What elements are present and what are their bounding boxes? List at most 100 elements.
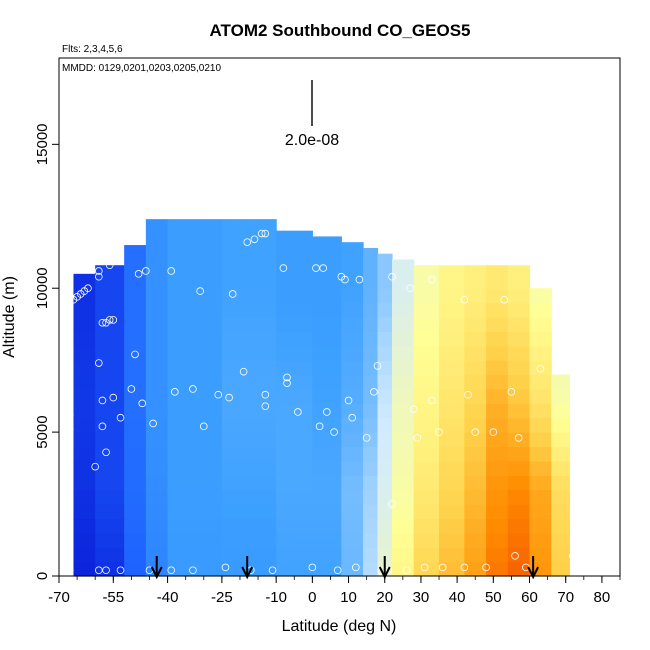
heatmap-cell [221, 259, 277, 275]
x-tick-label: 20 [376, 589, 393, 606]
sample-point [120, 221, 128, 229]
heatmap-cell [391, 489, 415, 505]
heatmap-cell [95, 518, 125, 534]
heatmap-cell [439, 360, 465, 376]
heatmap-cell [363, 273, 379, 289]
heatmap-cell [439, 288, 465, 304]
heatmap-cell [439, 374, 465, 390]
sample-point [66, 425, 74, 434]
heatmap-cell [341, 547, 364, 563]
heatmap-cell [167, 460, 223, 476]
heatmap-cell [363, 302, 379, 318]
heatmap-cell [464, 475, 487, 491]
heatmap-cell [167, 547, 223, 563]
sample-point [315, 422, 324, 431]
heatmap-cell [124, 288, 147, 304]
heatmap-cell [95, 417, 125, 433]
heatmap-cell [391, 446, 415, 462]
heatmap-cell [312, 518, 342, 534]
heatmap-cell [507, 345, 531, 361]
heatmap-cell [167, 317, 223, 332]
sample-point [427, 396, 436, 405]
heatmap-cell [377, 317, 393, 332]
heatmap-cell [413, 374, 440, 390]
heatmap-cell [145, 331, 169, 347]
y-tick-label: 15000 [34, 123, 51, 165]
heatmap-cell [377, 460, 393, 476]
heatmap-cell [486, 489, 509, 505]
heatmap-cell [73, 331, 96, 347]
heatmap-cell [551, 475, 570, 491]
sample-point [189, 566, 197, 575]
heatmap-cell [363, 345, 379, 361]
heatmap-cell [276, 446, 313, 462]
sample-point [66, 566, 74, 575]
heatmap-cell [221, 489, 277, 505]
heatmap-cell [377, 504, 393, 520]
heatmap-cell [167, 259, 223, 275]
sample-point [109, 393, 118, 402]
sample-point [261, 402, 270, 411]
heatmap-cell [73, 489, 96, 505]
heatmap-cell [312, 374, 342, 390]
heatmap-cell [221, 273, 277, 289]
sample-point [196, 287, 204, 295]
heatmap-cell [341, 475, 364, 491]
heatmap-cell [551, 388, 570, 404]
heatmap-cell [529, 403, 552, 419]
heatmap-cell [486, 345, 509, 361]
heatmap-cell [413, 403, 440, 419]
heatmap-cell [276, 432, 313, 448]
heatmap-cell [529, 432, 552, 448]
heatmap-cell [377, 345, 393, 361]
heatmap-cell [145, 374, 169, 390]
heatmap-cell [507, 360, 531, 376]
heatmap-cell [507, 547, 531, 563]
heatmap-cell [507, 489, 531, 505]
heatmap-cell [363, 317, 379, 332]
sample-point [312, 264, 320, 272]
heatmap-cell [439, 417, 465, 433]
sample-point [283, 379, 291, 387]
heatmap-cell [529, 302, 552, 318]
heatmap-cell [73, 504, 96, 520]
sample-point [308, 563, 317, 572]
heatmap-cell [73, 388, 96, 404]
heatmap-cell [377, 417, 393, 433]
heatmap-cell [486, 288, 509, 304]
heatmap-cell [221, 360, 277, 376]
heatmap-cell [221, 504, 277, 520]
heatmap-cell [145, 230, 169, 246]
heatmap-cell [124, 302, 147, 318]
sample-point [261, 390, 270, 399]
heatmap-cell [312, 388, 342, 404]
heatmap-cell [341, 532, 364, 548]
heatmap-cell [341, 242, 364, 246]
heatmap-cell [221, 374, 277, 390]
heatmap-cell [221, 317, 277, 332]
sample-point [471, 428, 480, 436]
heatmap-cell [221, 219, 277, 232]
heatmap-cell [341, 288, 364, 304]
heatmap-cell [486, 302, 509, 318]
heatmap-cell [507, 302, 531, 318]
y-tick-label: 0 [34, 572, 51, 580]
heatmap-cell [529, 417, 552, 433]
heatmap-cell [486, 475, 509, 491]
heatmap-cell [95, 403, 125, 419]
heatmap-cell [413, 345, 440, 361]
heatmap-cell [145, 532, 169, 548]
sample-point [95, 267, 103, 275]
heatmap-cell [145, 446, 169, 462]
heatmap-cell [439, 518, 465, 534]
heatmap-cell [486, 273, 509, 289]
x-tick-label: -25 [211, 589, 233, 606]
heatmap-cell [507, 446, 531, 462]
heatmap-cell [439, 460, 465, 476]
heatmap-cell [221, 547, 277, 563]
heatmap-cell [377, 475, 393, 491]
heatmap-cell [73, 547, 96, 563]
heatmap-cell [312, 345, 342, 361]
heatmap-cell [377, 360, 393, 376]
